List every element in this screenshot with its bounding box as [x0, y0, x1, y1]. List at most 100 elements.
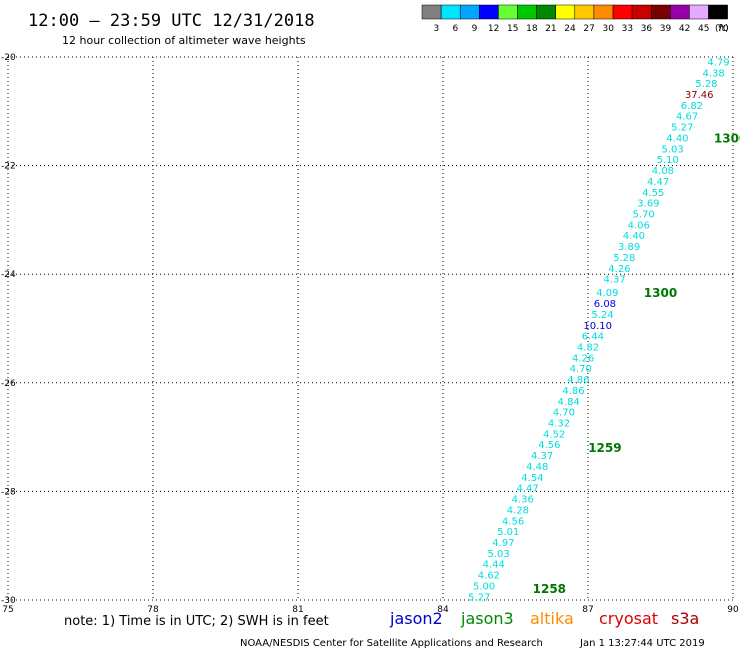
legend-swatch: [536, 4, 556, 20]
swh-point-label: 4.54: [521, 473, 543, 484]
plot-grid: [7, 56, 734, 601]
swh-point-label: 4.79: [707, 57, 729, 68]
legend-tick-label: 33: [622, 24, 633, 34]
y-tick-label: -28: [1, 487, 16, 497]
swh-point-label: 5.28: [695, 79, 717, 90]
y-tick-label: -20: [1, 53, 16, 63]
satellite-cryosat: cryosat: [599, 609, 658, 628]
swh-point-label: 4.37: [603, 275, 625, 286]
swh-point-label: 5.03: [487, 549, 509, 560]
legend-tick-label: 27: [583, 24, 594, 34]
swh-point-label: 4.55: [642, 188, 664, 199]
swh-point-label: 4.56: [502, 516, 524, 527]
legend-tick-label: 9: [472, 24, 478, 34]
swh-point-label: 3.69: [637, 199, 659, 210]
legend-swatch: [498, 4, 518, 20]
swh-point-label: 4.86: [562, 386, 584, 397]
legend-swatch: [593, 4, 614, 20]
swh-point-label: 4.40: [666, 133, 688, 144]
legend-tick-label: 15: [507, 24, 518, 34]
legend-swatch: [479, 4, 499, 20]
swh-point-label: 3.89: [618, 242, 640, 253]
swh-point-label: 4.38: [703, 68, 725, 79]
swh-point-label: 5.70: [632, 209, 654, 220]
legend-swatch: [517, 4, 537, 20]
legend-swatch: [631, 4, 652, 20]
credit-right: Jan 1 13:27:44 UTC 2019: [579, 638, 705, 649]
swh-point-label: 5.00: [473, 581, 495, 592]
swh-point-label: 5.24: [591, 310, 613, 321]
swh-point-label: 4.44: [483, 560, 505, 571]
y-tick-label: -26: [1, 379, 16, 389]
legend-swatch: [612, 4, 633, 20]
x-tick-label: 78: [147, 605, 159, 615]
swh-point-label: 4.84: [558, 397, 580, 408]
swh-point-label: 6.44: [582, 332, 604, 343]
swh-point-label: 5.01: [497, 527, 519, 538]
x-tick-label: 75: [2, 605, 13, 615]
legend-swatch: [689, 4, 709, 20]
legend-swatch: [421, 4, 442, 20]
swh-point-label: 6.82: [681, 101, 703, 112]
legend-tick-label: 70: [717, 24, 729, 34]
legend-tick-label: 12: [488, 24, 499, 34]
swh-point-label: 4.36: [512, 495, 534, 506]
legend-swatch: [708, 4, 728, 20]
swh-point-label: 10.10: [583, 321, 612, 332]
legend-swatch: [574, 4, 595, 20]
time-label: 1259: [588, 441, 621, 455]
legend-swatch: [555, 4, 576, 20]
satellite-legend: jason2 jason3 altika cryosat s3a: [389, 609, 699, 628]
swh-point-label: 4.06: [628, 220, 650, 231]
swh-point-label: 4.08: [652, 166, 674, 177]
legend-swatch: [650, 4, 671, 20]
legend-tick-label: 3: [433, 24, 439, 34]
swh-point-label: 5.27: [671, 123, 693, 134]
legend-swatch: [459, 4, 480, 20]
swh-points: 4.794.385.2837.466.824.675.274.405.035.1…: [468, 57, 730, 603]
swh-point-label: 4.52: [543, 429, 565, 440]
y-tick-label: -30: [1, 596, 16, 606]
x-tick-label: 84: [437, 605, 449, 615]
legend-unit: (ft): [715, 24, 729, 34]
time-label: 1300: [714, 131, 740, 145]
note-text: note: 1) Time is in UTC; 2) SWH is in fe…: [64, 614, 329, 629]
swh-point-label: 5.03: [661, 144, 683, 155]
swh-point-label: 37.46: [685, 90, 714, 101]
x-tick-label: 87: [582, 605, 593, 615]
swh-point-label: 4.82: [577, 343, 599, 354]
swh-point-label: 5.27: [468, 592, 490, 603]
legend-swatch: [670, 4, 690, 20]
swh-point-label: 4.62: [478, 571, 500, 582]
swh-point-label: 4.26: [608, 264, 630, 275]
swh-point-label: 4.47: [516, 484, 538, 495]
legend-tick-label: 42: [679, 24, 690, 34]
y-tick-label: -22: [1, 162, 16, 172]
legend-tick-label: 39: [660, 24, 672, 34]
legend-swatch: [440, 4, 461, 20]
legend-tick-label: 24: [564, 24, 576, 34]
legend-tick-label: 6: [453, 24, 459, 34]
legend-tick-label: 30: [602, 24, 614, 34]
swh-point-label: 4.40: [623, 231, 645, 242]
legend-tick-label: 45: [698, 24, 709, 34]
swh-point-label: 4.97: [492, 538, 514, 549]
satellite-jason3: jason3: [460, 609, 514, 628]
swh-point-label: 4.67: [676, 112, 698, 123]
satellite-altika: altika: [530, 609, 574, 628]
swh-point-label: 4.47: [647, 177, 669, 188]
legend-tick-label: 18: [526, 24, 538, 34]
axis-ticks: 75 78 81 84 87 90 -20 -22 -24 -26 -28 -30: [1, 53, 739, 615]
x-tick-label: 90: [727, 605, 739, 615]
satellite-jason2: jason2: [389, 609, 443, 628]
time-label: 1258: [533, 582, 566, 596]
swh-point-label: 4.70: [553, 408, 575, 419]
swh-point-label: 5.10: [657, 155, 679, 166]
chart-subtitle: 12 hour collection of altimeter wave hei…: [62, 34, 306, 47]
swh-point-label: 4.32: [548, 419, 570, 430]
time-labels: 1300 1300 1259 1258: [533, 131, 740, 596]
swh-point-label: 4.56: [538, 440, 560, 451]
swh-point-label: 4.48: [526, 462, 548, 473]
x-tick-label: 81: [292, 605, 303, 615]
